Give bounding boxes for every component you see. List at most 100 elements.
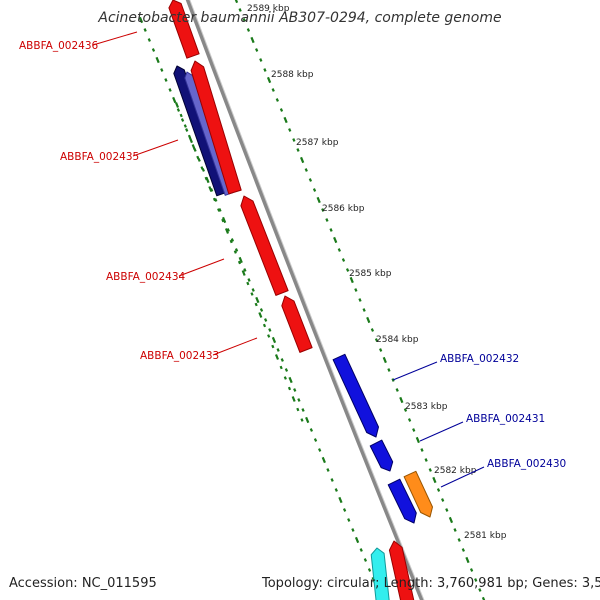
kbp-label-2583: 2583 kbp: [405, 402, 448, 412]
tick-mark: [457, 538, 461, 542]
tick-mark: [370, 328, 375, 332]
tick-mark: [366, 316, 371, 324]
gene-label-abbfa-002431: ABBFA_002431: [466, 413, 545, 425]
tick-mark: [255, 296, 260, 304]
tick-mark: [283, 376, 287, 380]
tick-mark: [297, 398, 301, 402]
gene-labels: ABBFA_002436 ABBFA_002435 ABBFA_002434 A…: [19, 31, 566, 488]
kbp-label-2582: 2582 kbp: [434, 466, 477, 476]
tick-mark: [441, 498, 445, 502]
tick-mark: [395, 388, 399, 392]
gene-feature-abbfa-002430-blue: [387, 478, 417, 524]
tick-mark: [267, 334, 271, 338]
tick-mark: [415, 436, 420, 444]
gene-feature-abbfa-002435: [190, 60, 242, 195]
tick-mark: [276, 348, 280, 352]
tick-mark: [407, 418, 412, 422]
tick-mark: [399, 396, 404, 404]
tick-mark: [230, 238, 235, 242]
tick-mark: [224, 228, 230, 234]
tick-mark: [432, 476, 437, 484]
tick-mark: [465, 556, 470, 564]
tick-mark: [234, 0, 239, 4]
tick-mark: [274, 354, 280, 360]
tick-mark: [362, 308, 366, 312]
tick-mark: [247, 278, 251, 282]
tick-mark: [187, 134, 192, 139]
tick-mark: [354, 288, 358, 292]
accession-text: Accession: NC_011595: [9, 576, 157, 591]
leader-line: [178, 258, 225, 277]
tick-mark: [445, 508, 449, 512]
tick-mark: [329, 228, 333, 232]
tick-mark: [316, 196, 321, 204]
tick-mark: [330, 478, 334, 482]
tick-mark: [448, 516, 454, 524]
gene-label-abbfa-002432: ABBFA_002432: [440, 353, 519, 365]
tick-mark: [481, 596, 486, 600]
tick-mark: [250, 292, 254, 296]
tick-mark: [284, 368, 289, 372]
tick-mark: [279, 365, 283, 370]
gene-feature-abbfa-002432: [332, 353, 379, 438]
tick-mark: [341, 258, 346, 262]
tick-mark: [204, 176, 208, 181]
tick-mark: [229, 239, 233, 244]
tick-mark: [292, 138, 296, 142]
tick-row-right: [234, 0, 486, 600]
tick-mark: [283, 116, 288, 124]
gene-feature-abbfa-002430-orange: [403, 470, 433, 518]
kbp-label-2587: 2587 kbp: [296, 138, 339, 148]
tick-mark: [424, 458, 428, 462]
leader-line: [440, 466, 485, 488]
tick-mark: [226, 228, 230, 232]
tick-mark: [301, 408, 305, 412]
tick-mark: [358, 298, 362, 302]
tick-mark: [461, 548, 465, 552]
tick-mark: [268, 328, 272, 332]
tick-mark: [359, 548, 363, 552]
tick-mark: [321, 208, 325, 212]
gene-label-abbfa-002430: ABBFA_002430: [487, 458, 566, 470]
tick-mark: [234, 248, 239, 252]
leader-line: [132, 139, 179, 157]
tick-mark: [250, 36, 255, 44]
tick-mark: [208, 186, 213, 192]
gene-feature-abbfa-002431: [369, 439, 394, 472]
tick-mark: [300, 418, 304, 422]
tick-mark: [188, 136, 193, 144]
tick-row-inner-left: [174, 102, 304, 422]
gene-label-abbfa-002433: ABBFA_002433: [140, 350, 219, 362]
tick-mark: [271, 336, 277, 344]
tick-mark: [291, 396, 296, 402]
tick-mark: [160, 68, 164, 72]
tick-mark: [183, 124, 187, 128]
tick-mark: [342, 508, 347, 512]
tick-mark: [326, 468, 330, 472]
gene-label-abbfa-002435: ABBFA_002435: [60, 151, 139, 163]
tick-mark: [185, 128, 189, 132]
leader-line: [392, 361, 438, 381]
tick-mark: [420, 448, 424, 452]
tick-mark: [180, 118, 185, 122]
tick-mark: [176, 108, 181, 112]
leader-line: [419, 421, 464, 442]
tick-mark: [242, 18, 246, 22]
tick-mark: [312, 188, 317, 192]
tick-mark: [221, 216, 227, 224]
kbp-label-2588: 2588 kbp: [271, 70, 314, 80]
tick-mark: [221, 218, 225, 223]
tick-mark: [403, 408, 408, 412]
tick-mark: [259, 308, 264, 312]
tick-mark: [200, 166, 204, 170]
map-title: Acinetobacter baumannii AB307-0294, comp…: [97, 10, 501, 26]
tick-mark: [474, 578, 478, 582]
tick-mark: [436, 488, 441, 492]
tick-mark: [238, 256, 243, 264]
tick-mark: [349, 276, 354, 284]
tick-mark: [254, 302, 258, 307]
tick-mark: [382, 356, 387, 364]
tick-mark: [212, 197, 217, 202]
tick-mark: [453, 528, 457, 532]
tick-mark: [308, 178, 313, 182]
